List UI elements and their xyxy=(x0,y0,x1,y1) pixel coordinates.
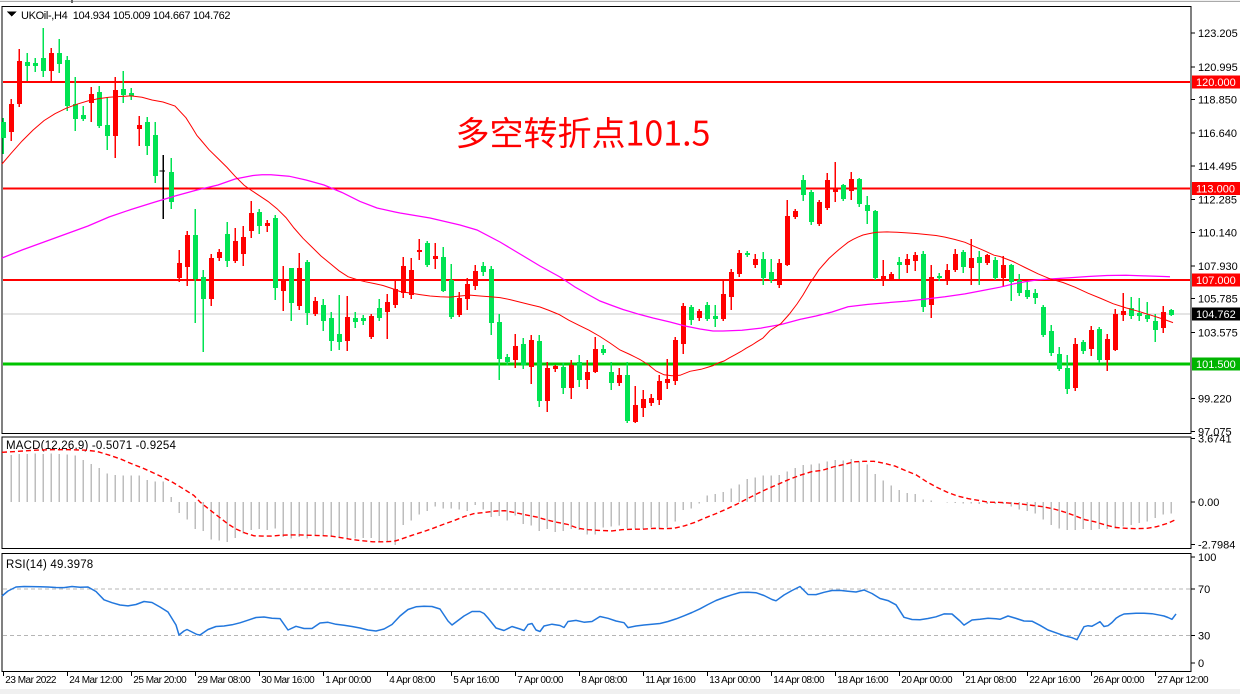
svg-text:8 Apr 08:00: 8 Apr 08:00 xyxy=(581,675,628,686)
svg-text:103.575: 103.575 xyxy=(1198,327,1238,339)
svg-text:30: 30 xyxy=(1198,631,1210,643)
svg-text:100: 100 xyxy=(1198,552,1216,564)
svg-text:20 Apr 00:00: 20 Apr 00:00 xyxy=(901,675,953,686)
svg-text:30 Mar 16:00: 30 Mar 16:00 xyxy=(261,675,315,686)
svg-text:25 Mar 20:00: 25 Mar 20:00 xyxy=(133,675,187,686)
svg-text:1 Apr 00:00: 1 Apr 00:00 xyxy=(325,675,372,686)
svg-text:114.495: 114.495 xyxy=(1198,161,1237,173)
svg-text:14 Apr 08:00: 14 Apr 08:00 xyxy=(773,675,825,686)
svg-text:123.205: 123.205 xyxy=(1198,28,1238,40)
svg-text:99.220: 99.220 xyxy=(1198,394,1232,406)
svg-text:104.762: 104.762 xyxy=(1196,309,1236,321)
svg-text:116.640: 116.640 xyxy=(1198,128,1237,140)
svg-text:107.930: 107.930 xyxy=(1198,261,1238,273)
svg-text:11 Apr 16:00: 11 Apr 16:00 xyxy=(645,675,696,686)
svg-text:21 Apr 08:00: 21 Apr 08:00 xyxy=(965,675,1017,686)
svg-text:7 Apr 00:00: 7 Apr 00:00 xyxy=(517,675,564,686)
svg-text:110.140: 110.140 xyxy=(1198,227,1237,239)
svg-text:13 Apr 00:00: 13 Apr 00:00 xyxy=(709,675,761,686)
svg-text:0: 0 xyxy=(1198,658,1204,670)
svg-text:29 Mar 08:00: 29 Mar 08:00 xyxy=(197,675,251,686)
svg-text:4 Apr 08:00: 4 Apr 08:00 xyxy=(389,675,436,686)
svg-text:5 Apr 16:00: 5 Apr 16:00 xyxy=(453,675,500,686)
svg-text:112.285: 112.285 xyxy=(1198,195,1237,207)
svg-text:UKOil-,H4 104.934 105.009 104: UKOil-,H4 104.934 105.009 104.667 104.76… xyxy=(21,10,230,22)
svg-text:22 Apr 16:00: 22 Apr 16:00 xyxy=(1029,675,1081,686)
svg-text:18 Apr 16:00: 18 Apr 16:00 xyxy=(837,675,889,686)
svg-text:101.500: 101.500 xyxy=(1196,359,1236,371)
svg-text:3.6741: 3.6741 xyxy=(1198,434,1232,446)
svg-text:0.00: 0.00 xyxy=(1198,497,1219,509)
svg-text:107.000: 107.000 xyxy=(1196,275,1236,287)
svg-text:24 Mar 12:00: 24 Mar 12:00 xyxy=(69,675,123,686)
svg-text:120.000: 120.000 xyxy=(1196,77,1236,89)
svg-text:26 Apr 00:00: 26 Apr 00:00 xyxy=(1093,675,1145,686)
svg-text:27 Apr 12:00: 27 Apr 12:00 xyxy=(1157,675,1209,686)
svg-text:118.850: 118.850 xyxy=(1198,95,1237,107)
svg-text:23 Mar 2022: 23 Mar 2022 xyxy=(5,675,57,686)
svg-text:113.000: 113.000 xyxy=(1196,184,1235,196)
svg-text:97.075: 97.075 xyxy=(1198,426,1232,438)
svg-text:120.995: 120.995 xyxy=(1198,62,1238,74)
svg-text:105.785: 105.785 xyxy=(1198,294,1238,306)
svg-text:MACD(12,26,9) -0.5071 -0.9254: MACD(12,26,9) -0.5071 -0.9254 xyxy=(6,440,176,452)
svg-text:RSI(14) 49.3978: RSI(14) 49.3978 xyxy=(6,559,93,571)
svg-text:70: 70 xyxy=(1198,584,1210,596)
svg-text:-2.7984: -2.7984 xyxy=(1198,540,1235,552)
